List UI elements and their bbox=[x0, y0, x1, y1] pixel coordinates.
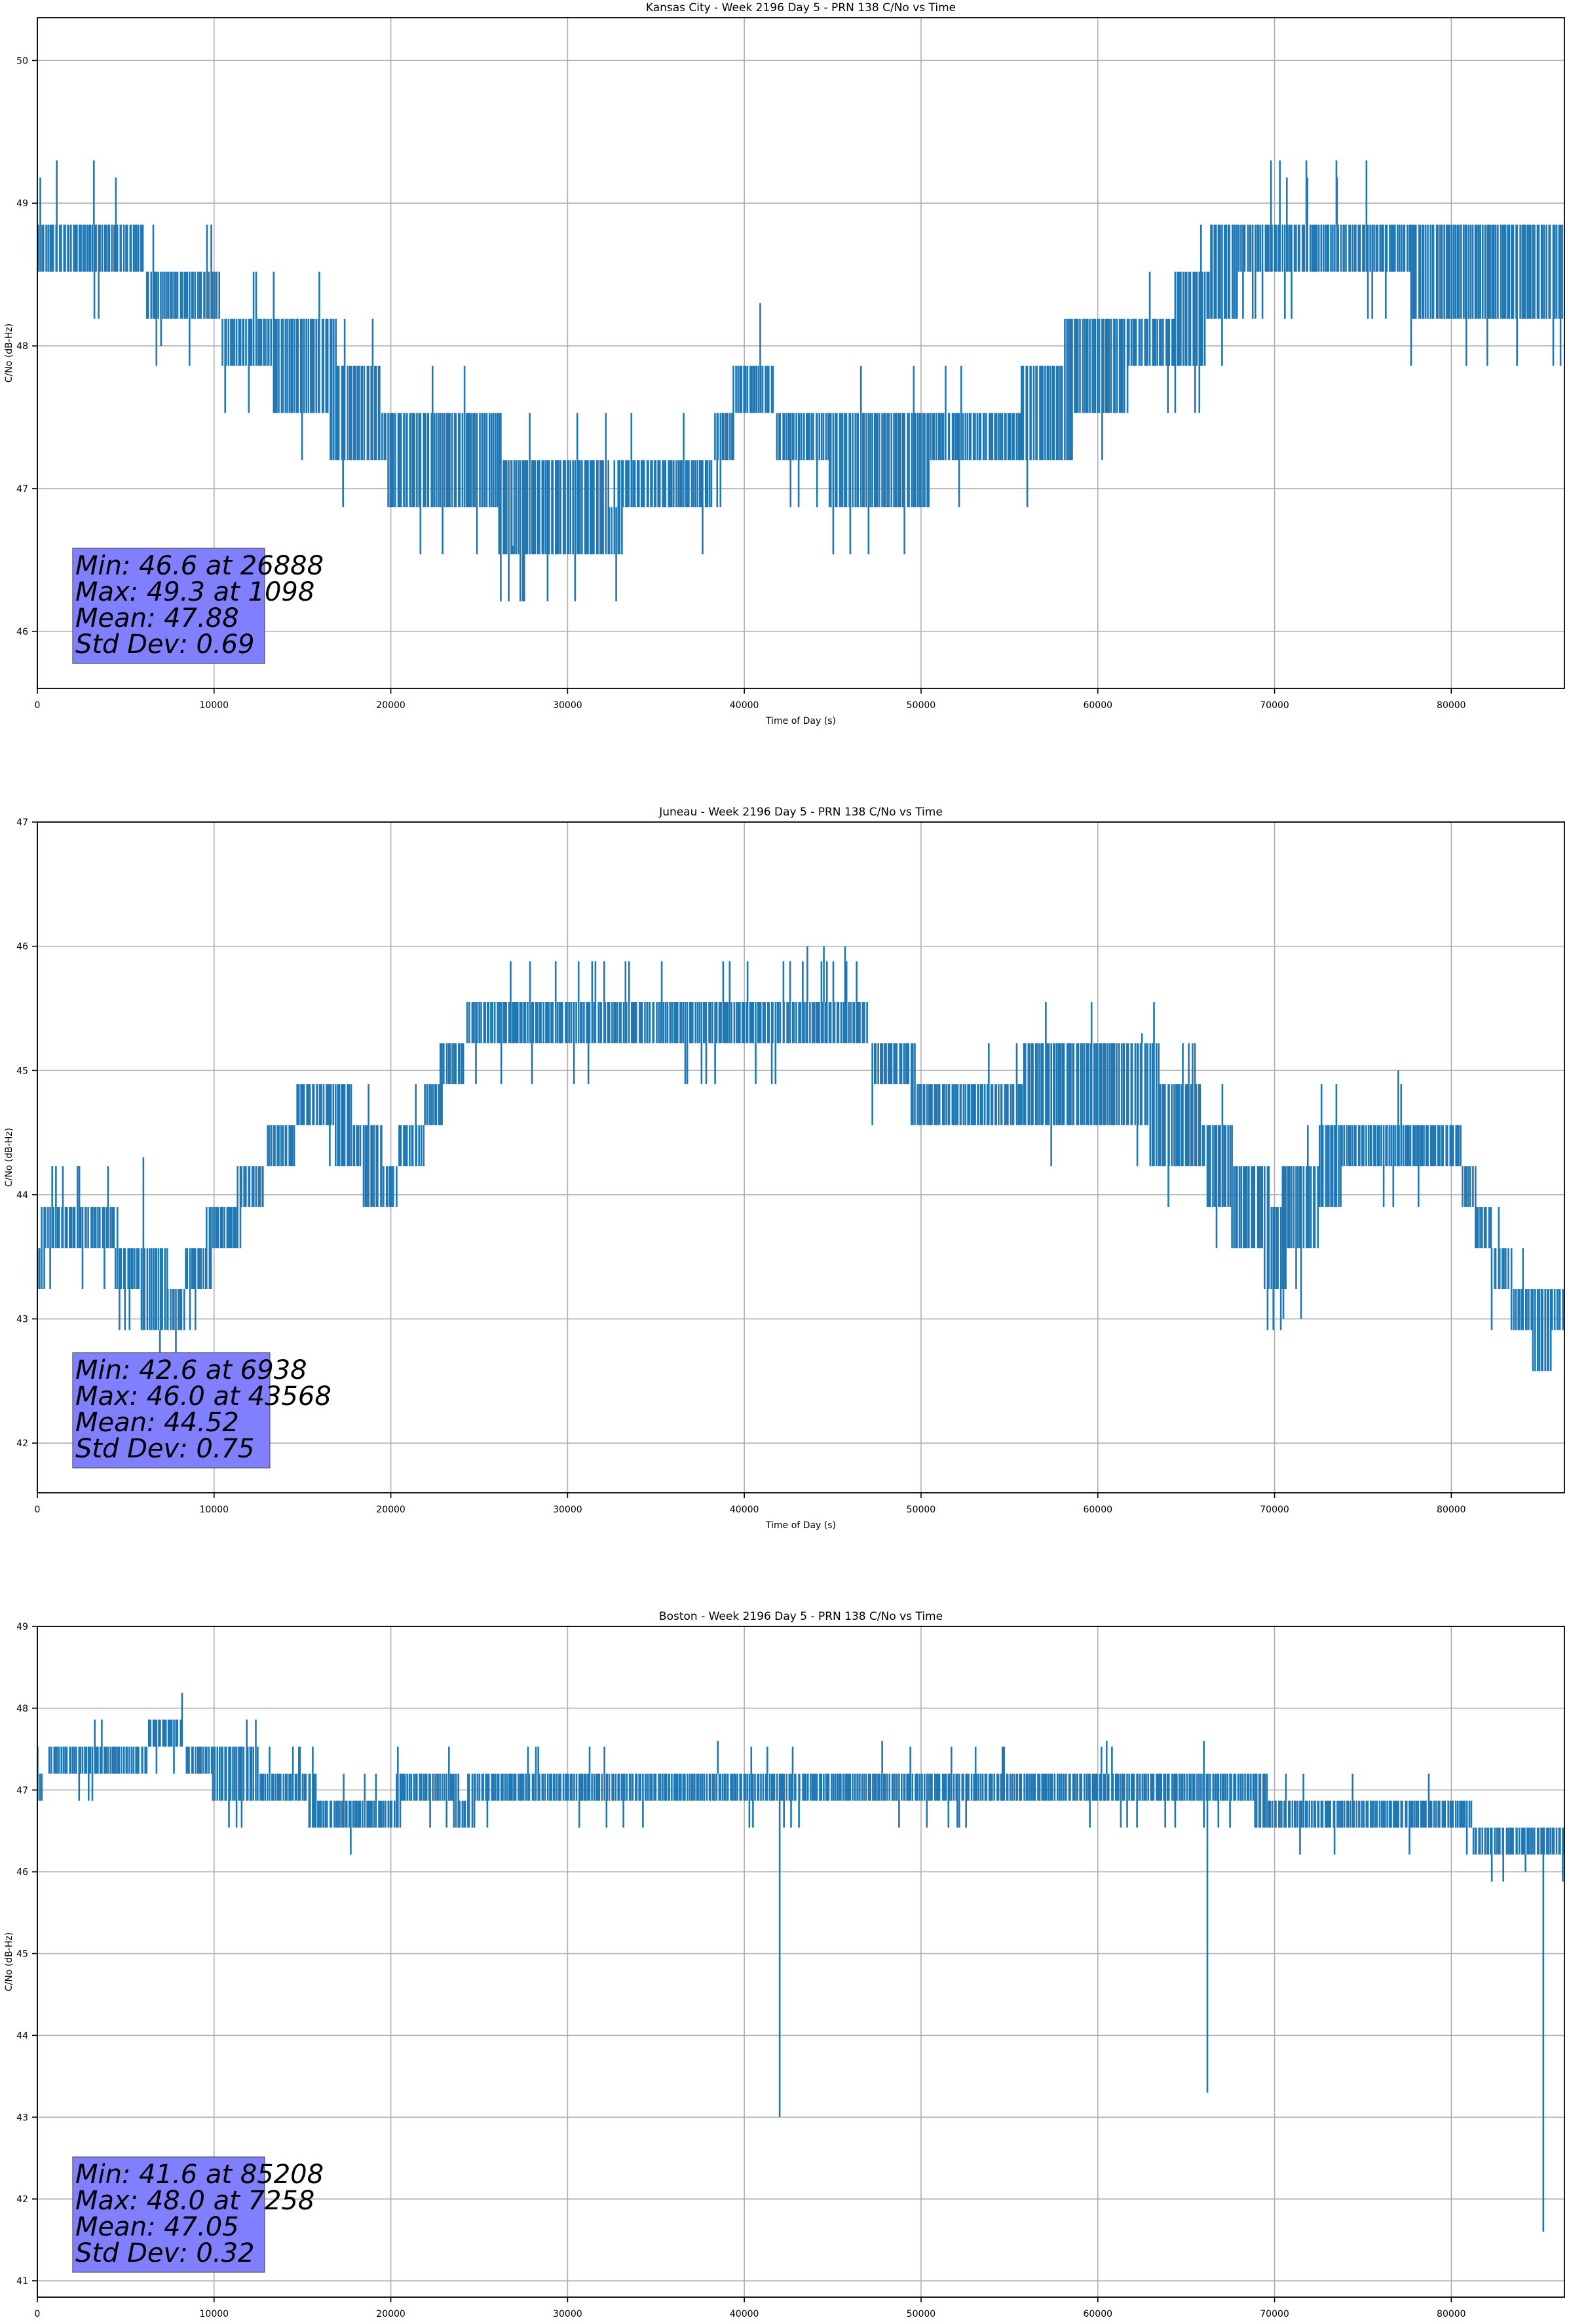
chart-title: Boston - Week 2196 Day 5 - PRN 138 C/No … bbox=[659, 1610, 943, 1623]
y-tick-label: 46 bbox=[16, 1867, 28, 1878]
y-tick-label: 42 bbox=[16, 2194, 28, 2205]
stats-box-background bbox=[72, 2156, 265, 2273]
stats-box-background bbox=[72, 1352, 271, 1469]
stats-line: Max: 46.0 at 43568 bbox=[75, 1381, 331, 1412]
y-tick-label: 50 bbox=[16, 56, 28, 66]
x-tick-label: 80000 bbox=[1437, 2309, 1466, 2319]
stats-line: Mean: 44.52 bbox=[75, 1408, 239, 1438]
x-tick-label: 80000 bbox=[1437, 700, 1466, 711]
y-tick-label: 44 bbox=[16, 1190, 28, 1201]
x-tick-label: 70000 bbox=[1260, 2309, 1289, 2319]
x-tick-label: 60000 bbox=[1083, 700, 1112, 711]
axes-frame bbox=[37, 1626, 1565, 2298]
stats-line: Mean: 47.05 bbox=[75, 2212, 239, 2242]
series-band bbox=[37, 178, 1564, 602]
stats-line: Std Dev: 0.69 bbox=[75, 629, 255, 660]
data-series bbox=[37, 160, 1564, 602]
x-tick-label: 50000 bbox=[907, 700, 936, 711]
y-tick-label: 47 bbox=[16, 1786, 28, 1796]
y-tick-label: 43 bbox=[16, 1315, 28, 1325]
stats-line: Max: 48.0 at 7258 bbox=[75, 2186, 314, 2216]
y-axis-label: C/No (dB-Hz) bbox=[4, 324, 14, 383]
x-tick-label: 30000 bbox=[553, 1505, 582, 1515]
axes-frame bbox=[37, 821, 1565, 1493]
y-tick-label: 47 bbox=[16, 484, 28, 495]
y-tick-label: 46 bbox=[16, 627, 28, 637]
data-series bbox=[37, 1693, 1564, 2232]
x-tick-label: 10000 bbox=[200, 700, 229, 711]
y-tick-label: 45 bbox=[16, 1949, 28, 1960]
x-tick-label: 70000 bbox=[1260, 1505, 1289, 1515]
series-band bbox=[37, 961, 1564, 1372]
y-tick-label: 45 bbox=[16, 1066, 28, 1076]
x-tick-label: 10000 bbox=[200, 2309, 229, 2319]
x-tick-label: 10000 bbox=[200, 1505, 229, 1515]
y-tick-label: 48 bbox=[16, 1704, 28, 1714]
stats-line: Min: 41.6 at 85208 bbox=[75, 2160, 324, 2190]
x-tick-label: 30000 bbox=[553, 700, 582, 711]
y-tick-label: 41 bbox=[16, 2276, 28, 2287]
chart-panel-3: 0 10000 20000 30000 40000 50000 60000 70000 8000… bbox=[4, 1610, 1565, 2319]
data-series bbox=[37, 946, 1564, 1372]
y-tick-label: 48 bbox=[16, 341, 28, 352]
chart-panel-1: 0 10000 20000 30000 40000 50000 60000 70000 8000… bbox=[4, 1, 1565, 726]
y-tick-label: 46 bbox=[16, 942, 28, 952]
x-tick-label: 30000 bbox=[553, 2309, 582, 2319]
stats-line: Std Dev: 0.75 bbox=[75, 1434, 255, 1464]
y-axis-label: C/No (dB-Hz) bbox=[4, 1128, 14, 1187]
x-tick-label: 50000 bbox=[907, 1505, 936, 1515]
x-tick-label: 0 bbox=[35, 1505, 41, 1515]
y-tick-label: 49 bbox=[16, 198, 28, 209]
x-tick-label: 20000 bbox=[376, 2309, 406, 2319]
x-tick-label: 0 bbox=[35, 700, 41, 711]
stats-line: Std Dev: 0.32 bbox=[75, 2238, 255, 2268]
x-tick-label: 80000 bbox=[1437, 1505, 1466, 1515]
y-tick-label: 43 bbox=[16, 2112, 28, 2123]
x-tick-label: 40000 bbox=[730, 1505, 759, 1515]
chart-title: Juneau - Week 2196 Day 5 - PRN 138 C/No … bbox=[658, 806, 943, 819]
x-tick-label: 70000 bbox=[1260, 700, 1289, 711]
x-tick-label: 60000 bbox=[1083, 2309, 1112, 2319]
x-tick-label: 20000 bbox=[376, 700, 406, 711]
stats-line: Min: 46.6 at 26888 bbox=[75, 551, 324, 581]
chart-title: Kansas City - Week 2196 Day 5 - PRN 138 … bbox=[646, 1, 956, 14]
stats-line: Max: 49.3 at 1098 bbox=[75, 577, 314, 607]
stats-line: Min: 42.6 at 6938 bbox=[75, 1355, 307, 1385]
x-tick-label: 60000 bbox=[1083, 1505, 1112, 1515]
y-tick-label: 49 bbox=[16, 1622, 28, 1632]
x-tick-label: 40000 bbox=[730, 2309, 759, 2319]
y-tick-label: 47 bbox=[16, 817, 28, 828]
x-tick-label: 40000 bbox=[730, 700, 759, 711]
x-axis-label: Time of Day (s) bbox=[765, 716, 836, 726]
y-axis-label: C/No (dB-Hz) bbox=[4, 1932, 14, 1991]
x-tick-label: 20000 bbox=[376, 1505, 406, 1515]
stats-box-background bbox=[72, 548, 265, 664]
axes-frame bbox=[37, 17, 1565, 689]
y-tick-label: 42 bbox=[16, 1438, 28, 1449]
series-band bbox=[37, 1693, 1564, 1882]
x-tick-label: 0 bbox=[35, 2309, 41, 2319]
stats-line: Mean: 47.88 bbox=[75, 603, 239, 633]
x-tick-label: 50000 bbox=[907, 2309, 936, 2319]
chart-panel-2: 0 10000 20000 30000 40000 50000 60000 70000 8000… bbox=[4, 806, 1565, 1531]
x-axis-label: Time of Day (s) bbox=[765, 1520, 836, 1531]
y-tick-label: 44 bbox=[16, 2031, 28, 2041]
